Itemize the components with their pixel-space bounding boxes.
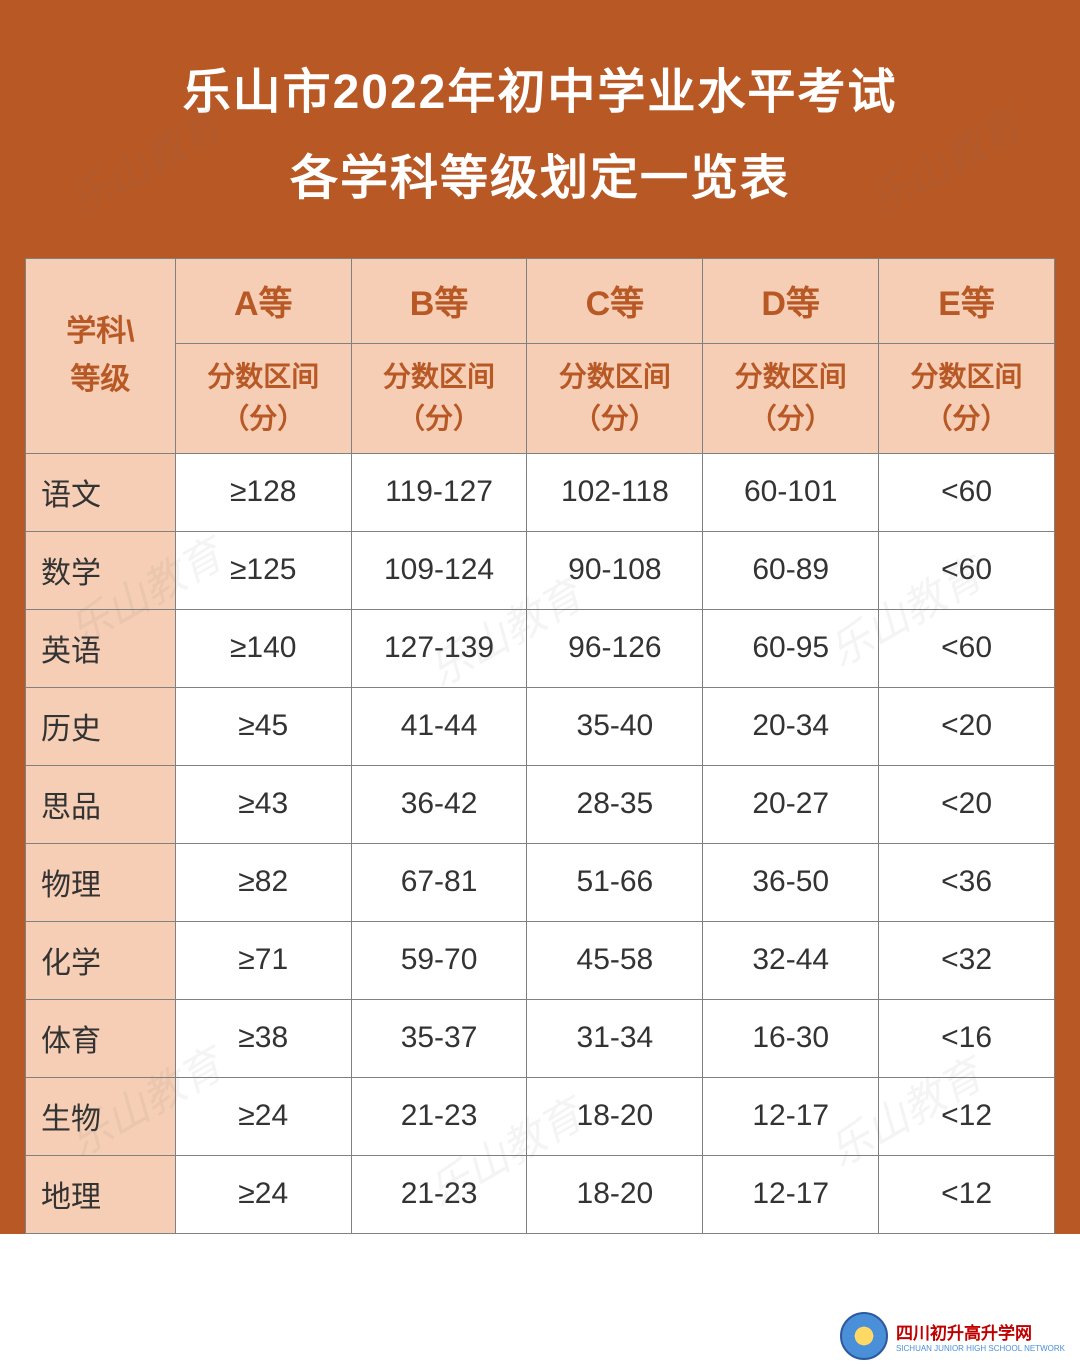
logo-cn: 四川初升高升学网 xyxy=(896,1319,1065,1344)
score-cell: <60 xyxy=(879,609,1055,687)
score-cell: 36-42 xyxy=(351,765,527,843)
score-cell: <20 xyxy=(879,687,1055,765)
score-cell: ≥128 xyxy=(175,453,351,531)
score-cell: ≥71 xyxy=(175,921,351,999)
sub-header-b: 分数区间（分） xyxy=(351,343,527,453)
table-row: 历史≥4541-4435-4020-34<20 xyxy=(26,687,1055,765)
score-cell: 35-37 xyxy=(351,999,527,1077)
grade-header-b: B等 xyxy=(351,258,527,343)
subject-name: 体育 xyxy=(26,999,176,1077)
score-cell: 60-101 xyxy=(703,453,879,531)
score-cell: 119-127 xyxy=(351,453,527,531)
grade-header-c: C等 xyxy=(527,258,703,343)
subject-name: 语文 xyxy=(26,453,176,531)
sub-header-a: 分数区间（分） xyxy=(175,343,351,453)
logo-en: SICHUAN JUNIOR HIGH SCHOOL NETWORK xyxy=(896,1344,1065,1353)
score-cell: <60 xyxy=(879,531,1055,609)
score-cell: ≥24 xyxy=(175,1155,351,1233)
corner-header: 学科\等级 xyxy=(26,258,176,453)
page-title: 乐山市2022年初中学业水平考试 各学科等级划定一览表 xyxy=(25,30,1055,258)
score-cell: 90-108 xyxy=(527,531,703,609)
score-cell: 36-50 xyxy=(703,843,879,921)
score-cell: <12 xyxy=(879,1077,1055,1155)
subject-name: 历史 xyxy=(26,687,176,765)
subject-name: 数学 xyxy=(26,531,176,609)
subject-name: 化学 xyxy=(26,921,176,999)
subject-name: 生物 xyxy=(26,1077,176,1155)
score-cell: ≥82 xyxy=(175,843,351,921)
table-body: 语文≥128119-127102-11860-101<60数学≥125109-1… xyxy=(26,453,1055,1233)
table-row: 生物≥2421-2318-2012-17<12 xyxy=(26,1077,1055,1155)
main-container: 乐山市2022年初中学业水平考试 各学科等级划定一览表 学科\等级 A等 B等 … xyxy=(0,0,1080,1234)
header-row-1: 学科\等级 A等 B等 C等 D等 E等 xyxy=(26,258,1055,343)
table-row: 物理≥8267-8151-6636-50<36 xyxy=(26,843,1055,921)
score-cell: 28-35 xyxy=(527,765,703,843)
logo-area: 四川初升高升学网 SICHUAN JUNIOR HIGH SCHOOL NETW… xyxy=(840,1312,1065,1360)
grade-header-e: E等 xyxy=(879,258,1055,343)
subject-name: 物理 xyxy=(26,843,176,921)
score-cell: 21-23 xyxy=(351,1155,527,1233)
score-cell: <32 xyxy=(879,921,1055,999)
logo-text: 四川初升高升学网 SICHUAN JUNIOR HIGH SCHOOL NETW… xyxy=(896,1319,1065,1353)
sub-header-c: 分数区间（分） xyxy=(527,343,703,453)
score-cell: <20 xyxy=(879,765,1055,843)
table-row: 语文≥128119-127102-11860-101<60 xyxy=(26,453,1055,531)
score-cell: <16 xyxy=(879,999,1055,1077)
score-cell: <60 xyxy=(879,453,1055,531)
score-cell: ≥24 xyxy=(175,1077,351,1155)
score-cell: 59-70 xyxy=(351,921,527,999)
score-cell: 12-17 xyxy=(703,1155,879,1233)
sub-header-d: 分数区间（分） xyxy=(703,343,879,453)
score-cell: 45-58 xyxy=(527,921,703,999)
score-cell: 20-34 xyxy=(703,687,879,765)
subject-name: 地理 xyxy=(26,1155,176,1233)
subject-name: 思品 xyxy=(26,765,176,843)
score-cell: ≥140 xyxy=(175,609,351,687)
score-cell: 60-89 xyxy=(703,531,879,609)
score-cell: 96-126 xyxy=(527,609,703,687)
score-cell: 21-23 xyxy=(351,1077,527,1155)
title-line-2: 各学科等级划定一览表 xyxy=(25,136,1055,222)
logo-icon xyxy=(840,1312,888,1360)
header-row-2: 分数区间（分） 分数区间（分） 分数区间（分） 分数区间（分） 分数区间（分） xyxy=(26,343,1055,453)
score-cell: 18-20 xyxy=(527,1155,703,1233)
subject-name: 英语 xyxy=(26,609,176,687)
score-cell: 31-34 xyxy=(527,999,703,1077)
score-cell: 16-30 xyxy=(703,999,879,1077)
title-line-1: 乐山市2022年初中学业水平考试 xyxy=(25,50,1055,136)
score-cell: 109-124 xyxy=(351,531,527,609)
table-row: 化学≥7159-7045-5832-44<32 xyxy=(26,921,1055,999)
score-cell: <12 xyxy=(879,1155,1055,1233)
sub-header-e: 分数区间（分） xyxy=(879,343,1055,453)
score-cell: 102-118 xyxy=(527,453,703,531)
score-cell: 18-20 xyxy=(527,1077,703,1155)
score-cell: ≥38 xyxy=(175,999,351,1077)
table-row: 数学≥125109-12490-10860-89<60 xyxy=(26,531,1055,609)
score-cell: 60-95 xyxy=(703,609,879,687)
grade-header-d: D等 xyxy=(703,258,879,343)
score-cell: 41-44 xyxy=(351,687,527,765)
score-cell: ≥45 xyxy=(175,687,351,765)
score-cell: ≥125 xyxy=(175,531,351,609)
score-cell: 20-27 xyxy=(703,765,879,843)
table-row: 英语≥140127-13996-12660-95<60 xyxy=(26,609,1055,687)
score-cell: 67-81 xyxy=(351,843,527,921)
score-cell: 32-44 xyxy=(703,921,879,999)
grade-header-a: A等 xyxy=(175,258,351,343)
score-cell: <36 xyxy=(879,843,1055,921)
score-cell: 127-139 xyxy=(351,609,527,687)
table-row: 地理≥2421-2318-2012-17<12 xyxy=(26,1155,1055,1233)
score-cell: 12-17 xyxy=(703,1077,879,1155)
score-cell: 35-40 xyxy=(527,687,703,765)
score-cell: ≥43 xyxy=(175,765,351,843)
table-row: 体育≥3835-3731-3416-30<16 xyxy=(26,999,1055,1077)
grade-table: 学科\等级 A等 B等 C等 D等 E等 分数区间（分） 分数区间（分） 分数区… xyxy=(25,258,1055,1234)
table-row: 思品≥4336-4228-3520-27<20 xyxy=(26,765,1055,843)
score-cell: 51-66 xyxy=(527,843,703,921)
